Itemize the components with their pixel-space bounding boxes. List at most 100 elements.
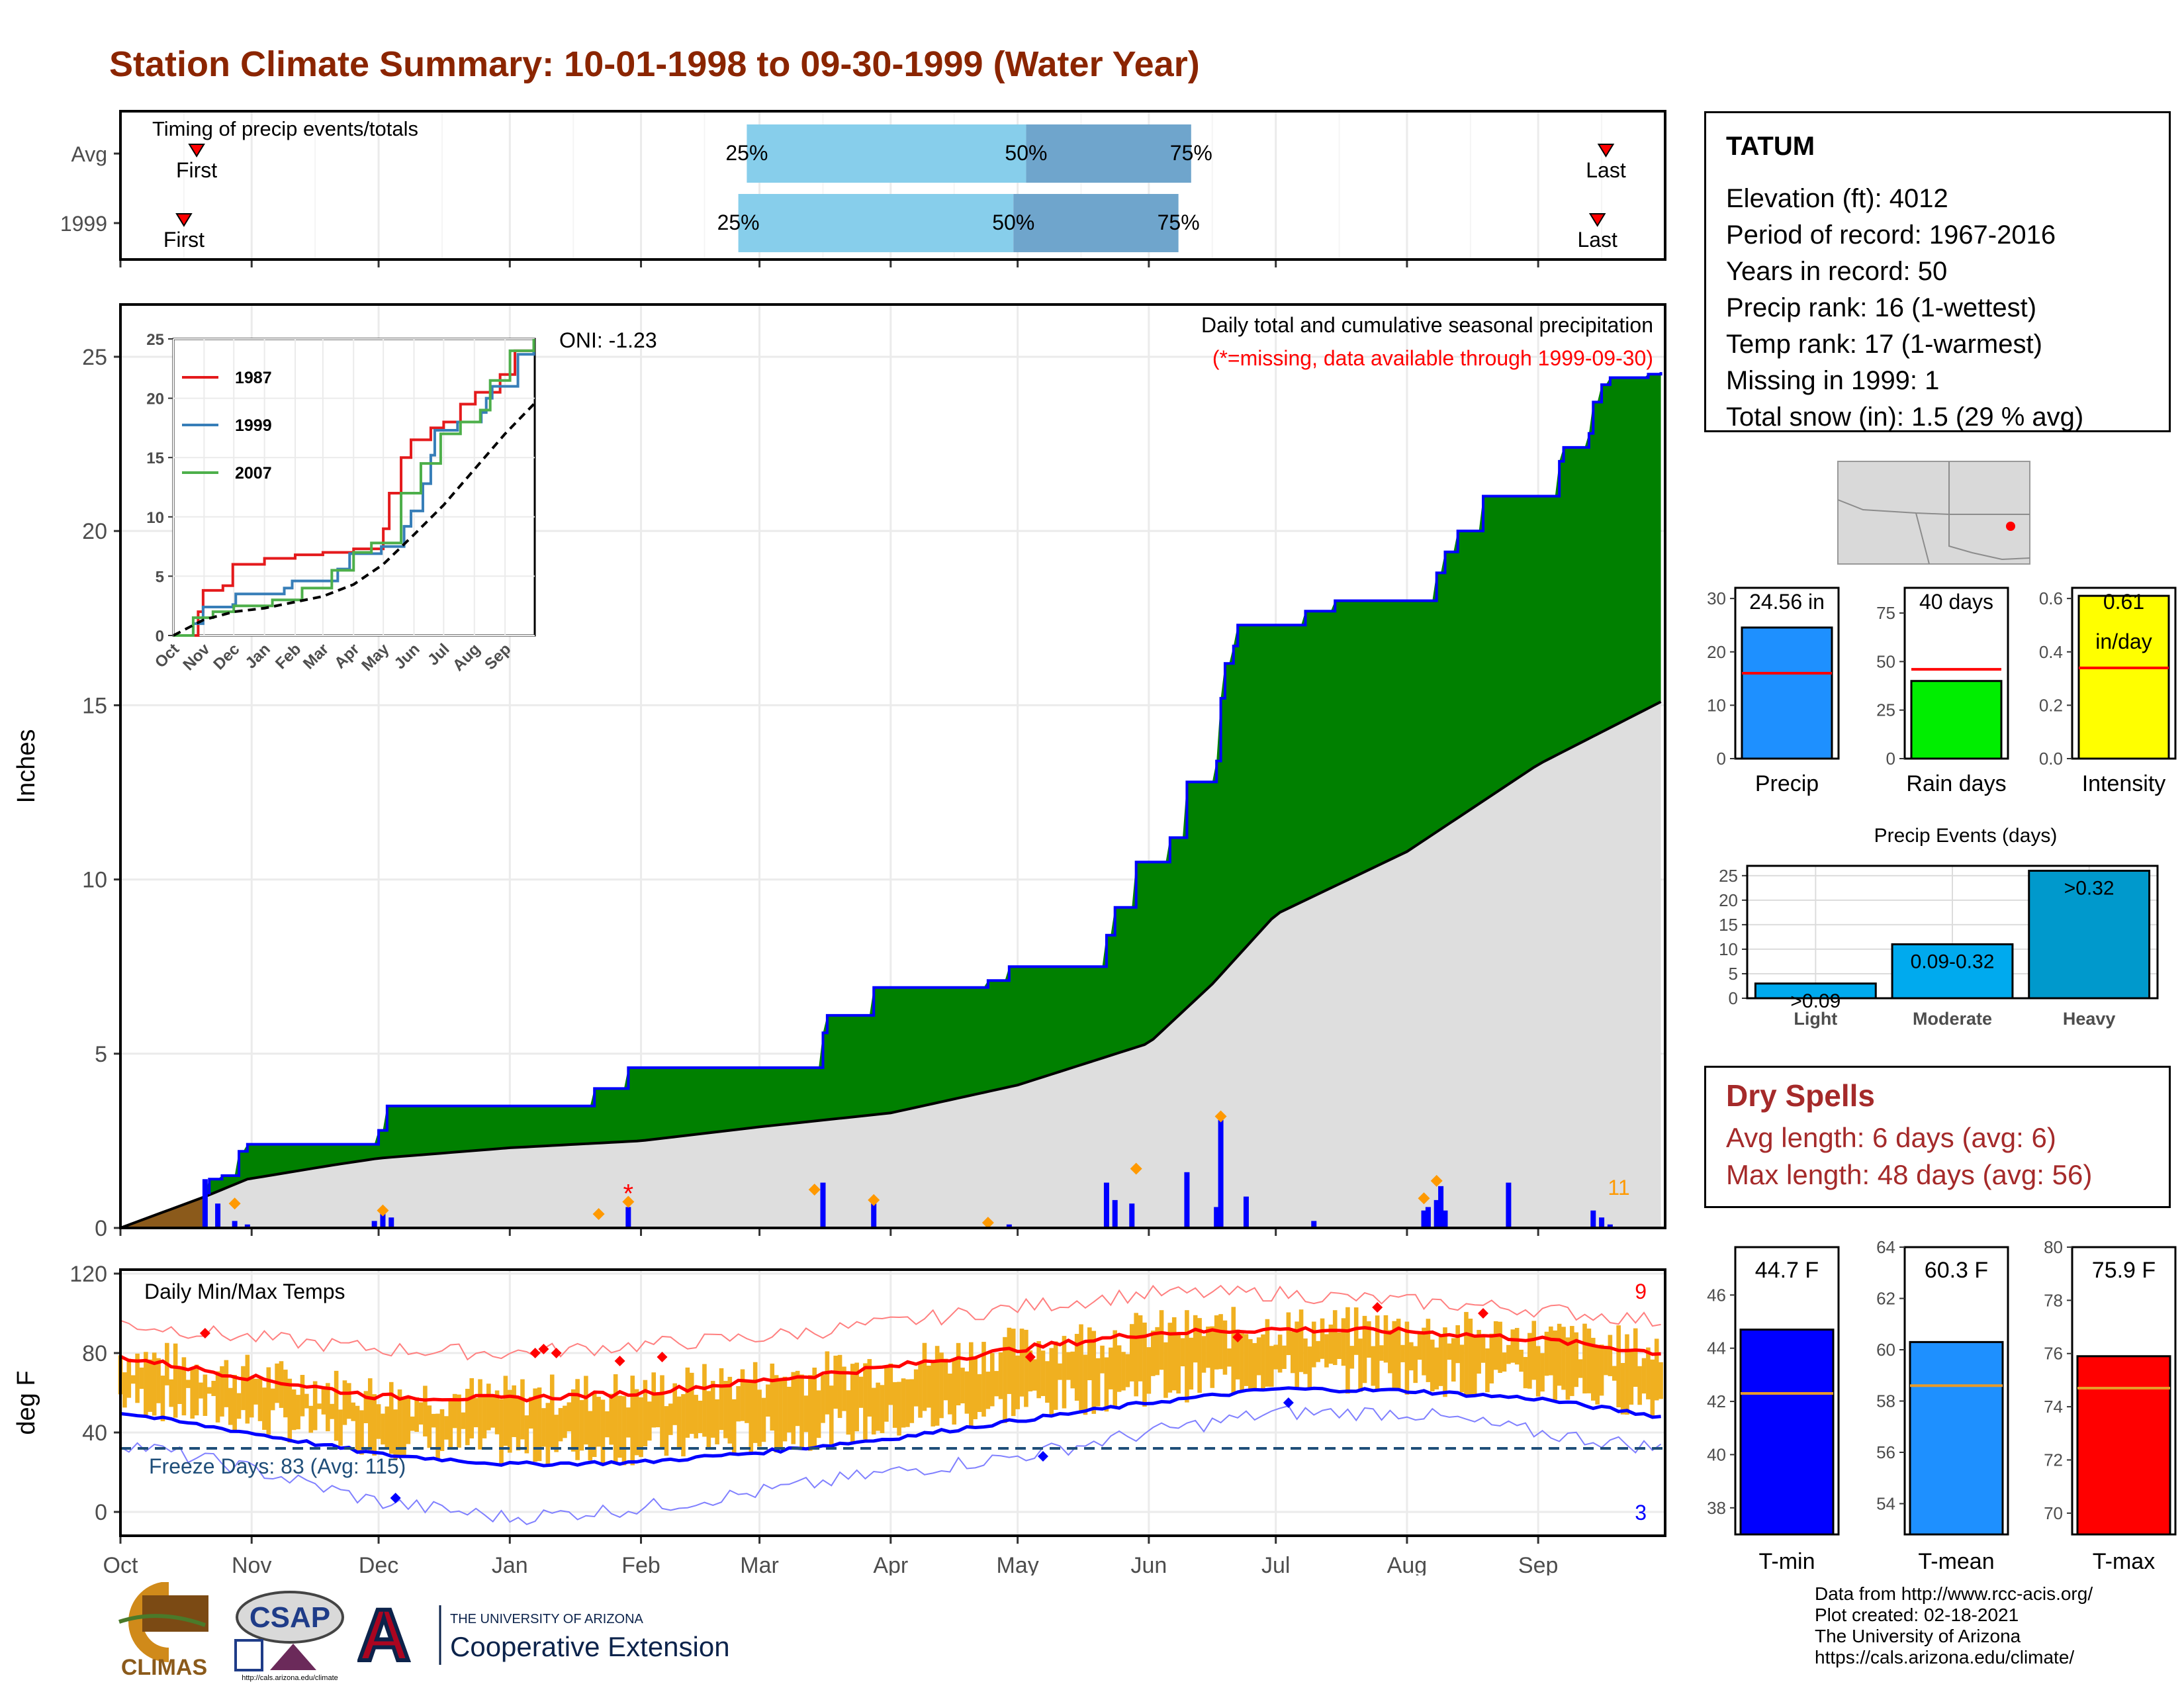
daily-temp-bar <box>156 1358 161 1403</box>
daily-temp-bar <box>330 1403 335 1419</box>
precip-summary-bars: 0 10 20 30 24.56 in Precip 0 25 50 75 40 days Rain … <box>1707 586 2177 796</box>
timing-label-50: 50% <box>1005 141 1047 165</box>
timing-row-label: 1999 <box>60 212 107 236</box>
daily-temp-bar <box>922 1342 927 1411</box>
daily-temp-bar <box>215 1371 220 1423</box>
temp-summary-ytick-label: 80 <box>2044 1237 2063 1257</box>
daily-temp-bar <box>1337 1332 1342 1359</box>
daily-temp-bar <box>376 1404 381 1439</box>
inset-ytick-label: 10 <box>146 509 164 527</box>
daily-temp-bar <box>812 1368 817 1447</box>
daily-temp-bar <box>1650 1359 1655 1418</box>
daily-precip-bar <box>820 1182 826 1228</box>
daily-temp-bar <box>897 1382 901 1436</box>
daily-temp-bar <box>985 1372 991 1409</box>
daily-temp-bar <box>1468 1318 1473 1396</box>
daily-temp-bar <box>367 1378 373 1452</box>
daily-temp-bar <box>444 1416 449 1440</box>
month-label: May <box>997 1553 1039 1575</box>
daily-temp-bar <box>1252 1342 1257 1389</box>
daily-temp-bar <box>372 1394 377 1456</box>
daily-temp-bar <box>825 1351 830 1415</box>
daily-temp-bar <box>689 1372 694 1434</box>
daily-temp-bar <box>1091 1331 1097 1414</box>
daily-temp-bar <box>1637 1366 1642 1405</box>
daily-temp-bar <box>1180 1338 1185 1367</box>
daily-temp-bar <box>126 1358 132 1398</box>
daily-temp-bar <box>1146 1347 1152 1394</box>
daily-temp-bar <box>1210 1326 1215 1388</box>
daily-precip-bar <box>380 1210 386 1228</box>
daily-temp-bar <box>1286 1312 1291 1356</box>
daily-temp-bar <box>1142 1322 1147 1407</box>
extreme-precip-marker <box>1430 1174 1443 1187</box>
daily-temp-bar <box>1498 1321 1502 1373</box>
daily-temp-bar <box>465 1389 470 1446</box>
summary-ytick-label: 0.0 <box>2039 749 2063 769</box>
daily-precip-bar <box>1006 1224 1012 1228</box>
daily-temp-bar <box>1493 1321 1498 1370</box>
month-label: Jul <box>1261 1553 1290 1575</box>
daily-temp-bar <box>537 1387 542 1462</box>
daily-temp-bar <box>1400 1344 1405 1362</box>
station-line: Elevation (ft): 4012 <box>1726 184 1948 213</box>
daily-temp-bar <box>1485 1348 1490 1393</box>
temp-summary-ytick-label: 54 <box>1876 1494 1895 1514</box>
temp-frame <box>119 1268 1666 1537</box>
daily-temp-bar <box>1218 1314 1223 1370</box>
daily-temp-bar <box>1045 1361 1050 1403</box>
daily-temp-bar <box>1222 1320 1228 1375</box>
summary-value-bar <box>1741 626 1833 760</box>
csap-logo: CSAP http://cals.arizona.edu/climate <box>234 1591 344 1682</box>
daily-temp-bar <box>1324 1334 1329 1368</box>
daily-temp-bar <box>1625 1334 1629 1415</box>
daily-temp-bar <box>740 1369 745 1421</box>
daily-temp-bar <box>1430 1339 1435 1391</box>
month-label: Mar <box>740 1553 779 1575</box>
daily-temp-bar <box>710 1381 715 1438</box>
daily-temp-bar <box>1150 1331 1156 1376</box>
daily-temp-bar <box>939 1352 944 1419</box>
daily-temp-bar <box>1604 1346 1608 1376</box>
station-line: Precip rank: 16 (1-wettest) <box>1726 293 2037 322</box>
daily-temp-bar <box>592 1393 597 1458</box>
daily-precip-bar <box>1607 1224 1613 1228</box>
daily-temp-bar <box>567 1402 572 1432</box>
daily-precip-bar <box>1590 1210 1596 1228</box>
daily-temp-bar <box>1392 1321 1397 1391</box>
daily-temp-bar <box>173 1343 178 1418</box>
daily-temp-bar <box>232 1374 237 1431</box>
daily-temp-bar <box>144 1352 148 1418</box>
daily-temp-bar <box>435 1413 440 1460</box>
daily-temp-bar <box>431 1413 436 1428</box>
daily-temp-bar <box>177 1368 182 1404</box>
events-bar <box>2028 869 2151 1000</box>
extreme-precip-marker <box>1418 1192 1430 1205</box>
daily-temp-bar <box>634 1389 639 1456</box>
daily-temp-bar <box>1070 1351 1075 1389</box>
inset-legend-label: 2007 <box>235 464 272 483</box>
daily-temp-bar <box>1641 1358 1647 1394</box>
daily-temp-bar <box>342 1380 347 1425</box>
temp-summary-ytick-label: 62 <box>1876 1289 1895 1309</box>
daily-temp-bar <box>304 1393 309 1409</box>
extreme-precip-marker <box>592 1207 605 1220</box>
daily-temp-bar <box>1549 1326 1553 1376</box>
daily-temp-bar <box>1159 1310 1164 1370</box>
temp-summary-ytick-label: 46 <box>1707 1285 1726 1305</box>
station-line: Missing in 1999: 1 <box>1726 366 1940 395</box>
daily-temp-bar <box>837 1354 842 1419</box>
daily-temp-bar <box>833 1355 838 1409</box>
timing-chart: Avg 25% 50% 75% First Last 1999 25% 50% 75% First L… <box>60 110 1666 267</box>
daily-temp-bar <box>326 1383 330 1432</box>
daily-temp-bar <box>927 1366 931 1408</box>
precip-ytick-label: 15 <box>82 693 107 718</box>
events-frame <box>1746 865 2159 1000</box>
precip-ytick-label: 0 <box>95 1216 107 1241</box>
daily-temp-bar <box>736 1385 741 1422</box>
daily-temp-bar <box>1316 1340 1320 1362</box>
daily-temp-bar <box>727 1376 733 1444</box>
daily-precip-bar <box>1184 1172 1190 1228</box>
daily-temp-bar <box>1113 1330 1118 1407</box>
daily-temp-bar <box>355 1405 360 1454</box>
